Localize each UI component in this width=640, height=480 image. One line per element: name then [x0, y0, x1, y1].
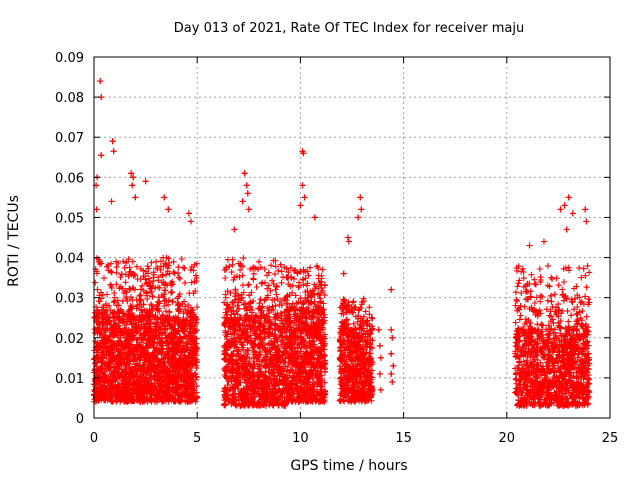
- data-point: [98, 152, 105, 159]
- y-tick-label: 0.08: [55, 91, 84, 106]
- data-point: [301, 194, 308, 201]
- data-point: [557, 206, 564, 213]
- data-point: [161, 194, 168, 201]
- x-tick-label: 20: [499, 431, 516, 446]
- data-point: [185, 210, 192, 217]
- x-tick-label: 0: [90, 431, 98, 446]
- data-point: [390, 362, 397, 369]
- data-point: [377, 386, 384, 393]
- data-point: [388, 370, 395, 377]
- data-point: [142, 178, 149, 185]
- data-point: [129, 182, 136, 189]
- data-point: [355, 214, 362, 221]
- data-point: [300, 150, 307, 157]
- data-point: [299, 182, 306, 189]
- data-point: [297, 202, 304, 209]
- data-point: [582, 206, 589, 213]
- data-point: [130, 174, 137, 181]
- x-tick-label: 25: [602, 431, 619, 446]
- data-point: [188, 218, 195, 225]
- data-point: [344, 234, 351, 241]
- scatter-points: [91, 78, 593, 409]
- data-point: [243, 182, 250, 189]
- chart-title: Day 013 of 2021, Rate Of TEC Index for r…: [174, 21, 524, 36]
- data-point: [583, 218, 590, 225]
- data-point: [241, 170, 248, 177]
- data-point: [132, 194, 139, 201]
- data-point: [239, 198, 246, 205]
- data-point: [165, 206, 172, 213]
- y-tick-label: 0.01: [55, 372, 84, 387]
- y-tick-label: 0.09: [55, 51, 84, 66]
- data-point: [110, 148, 117, 155]
- data-point: [388, 326, 395, 333]
- data-point: [231, 226, 238, 233]
- y-tick-label: 0: [76, 412, 84, 427]
- x-tick-label: 5: [193, 431, 201, 446]
- data-point: [563, 226, 570, 233]
- data-point: [565, 194, 572, 201]
- x-tick-label: 10: [292, 431, 309, 446]
- data-point: [358, 206, 365, 213]
- data-point: [345, 238, 352, 245]
- data-point: [376, 370, 383, 377]
- data-point: [388, 350, 395, 357]
- data-point: [540, 238, 547, 245]
- data-point: [569, 210, 576, 217]
- data-point: [109, 138, 116, 145]
- data-point: [561, 202, 568, 209]
- y-tick-label: 0.05: [55, 211, 84, 226]
- data-point: [340, 270, 347, 277]
- y-tick-label: 0.03: [55, 292, 84, 307]
- axis-ticks: 0 5 10 15 20 25 0 0.01 0.02 0.03 0.04 0.05 0.06 0.07 0…: [55, 51, 618, 446]
- data-point: [128, 170, 135, 177]
- data-point: [388, 286, 395, 293]
- data-point: [244, 190, 251, 197]
- x-axis-label: GPS time / hours: [290, 458, 407, 474]
- data-point: [389, 378, 396, 385]
- data-point: [526, 242, 533, 249]
- y-tick-label: 0.07: [55, 131, 84, 146]
- data-points: [91, 78, 593, 409]
- y-tick-label: 0.06: [55, 171, 84, 186]
- data-point: [311, 214, 318, 221]
- x-tick-label: 15: [395, 431, 412, 446]
- data-point: [357, 194, 364, 201]
- data-point: [377, 354, 384, 361]
- y-tick-label: 0.02: [55, 332, 84, 347]
- data-point: [389, 334, 396, 341]
- data-point: [97, 78, 104, 85]
- data-point: [376, 342, 383, 349]
- data-point: [108, 198, 115, 205]
- plot-frame: [93, 56, 611, 419]
- y-axis-label: ROTI / TECUs: [6, 195, 22, 287]
- data-point: [245, 206, 252, 213]
- data-point: [375, 326, 382, 333]
- y-tick-label: 0.04: [55, 252, 84, 267]
